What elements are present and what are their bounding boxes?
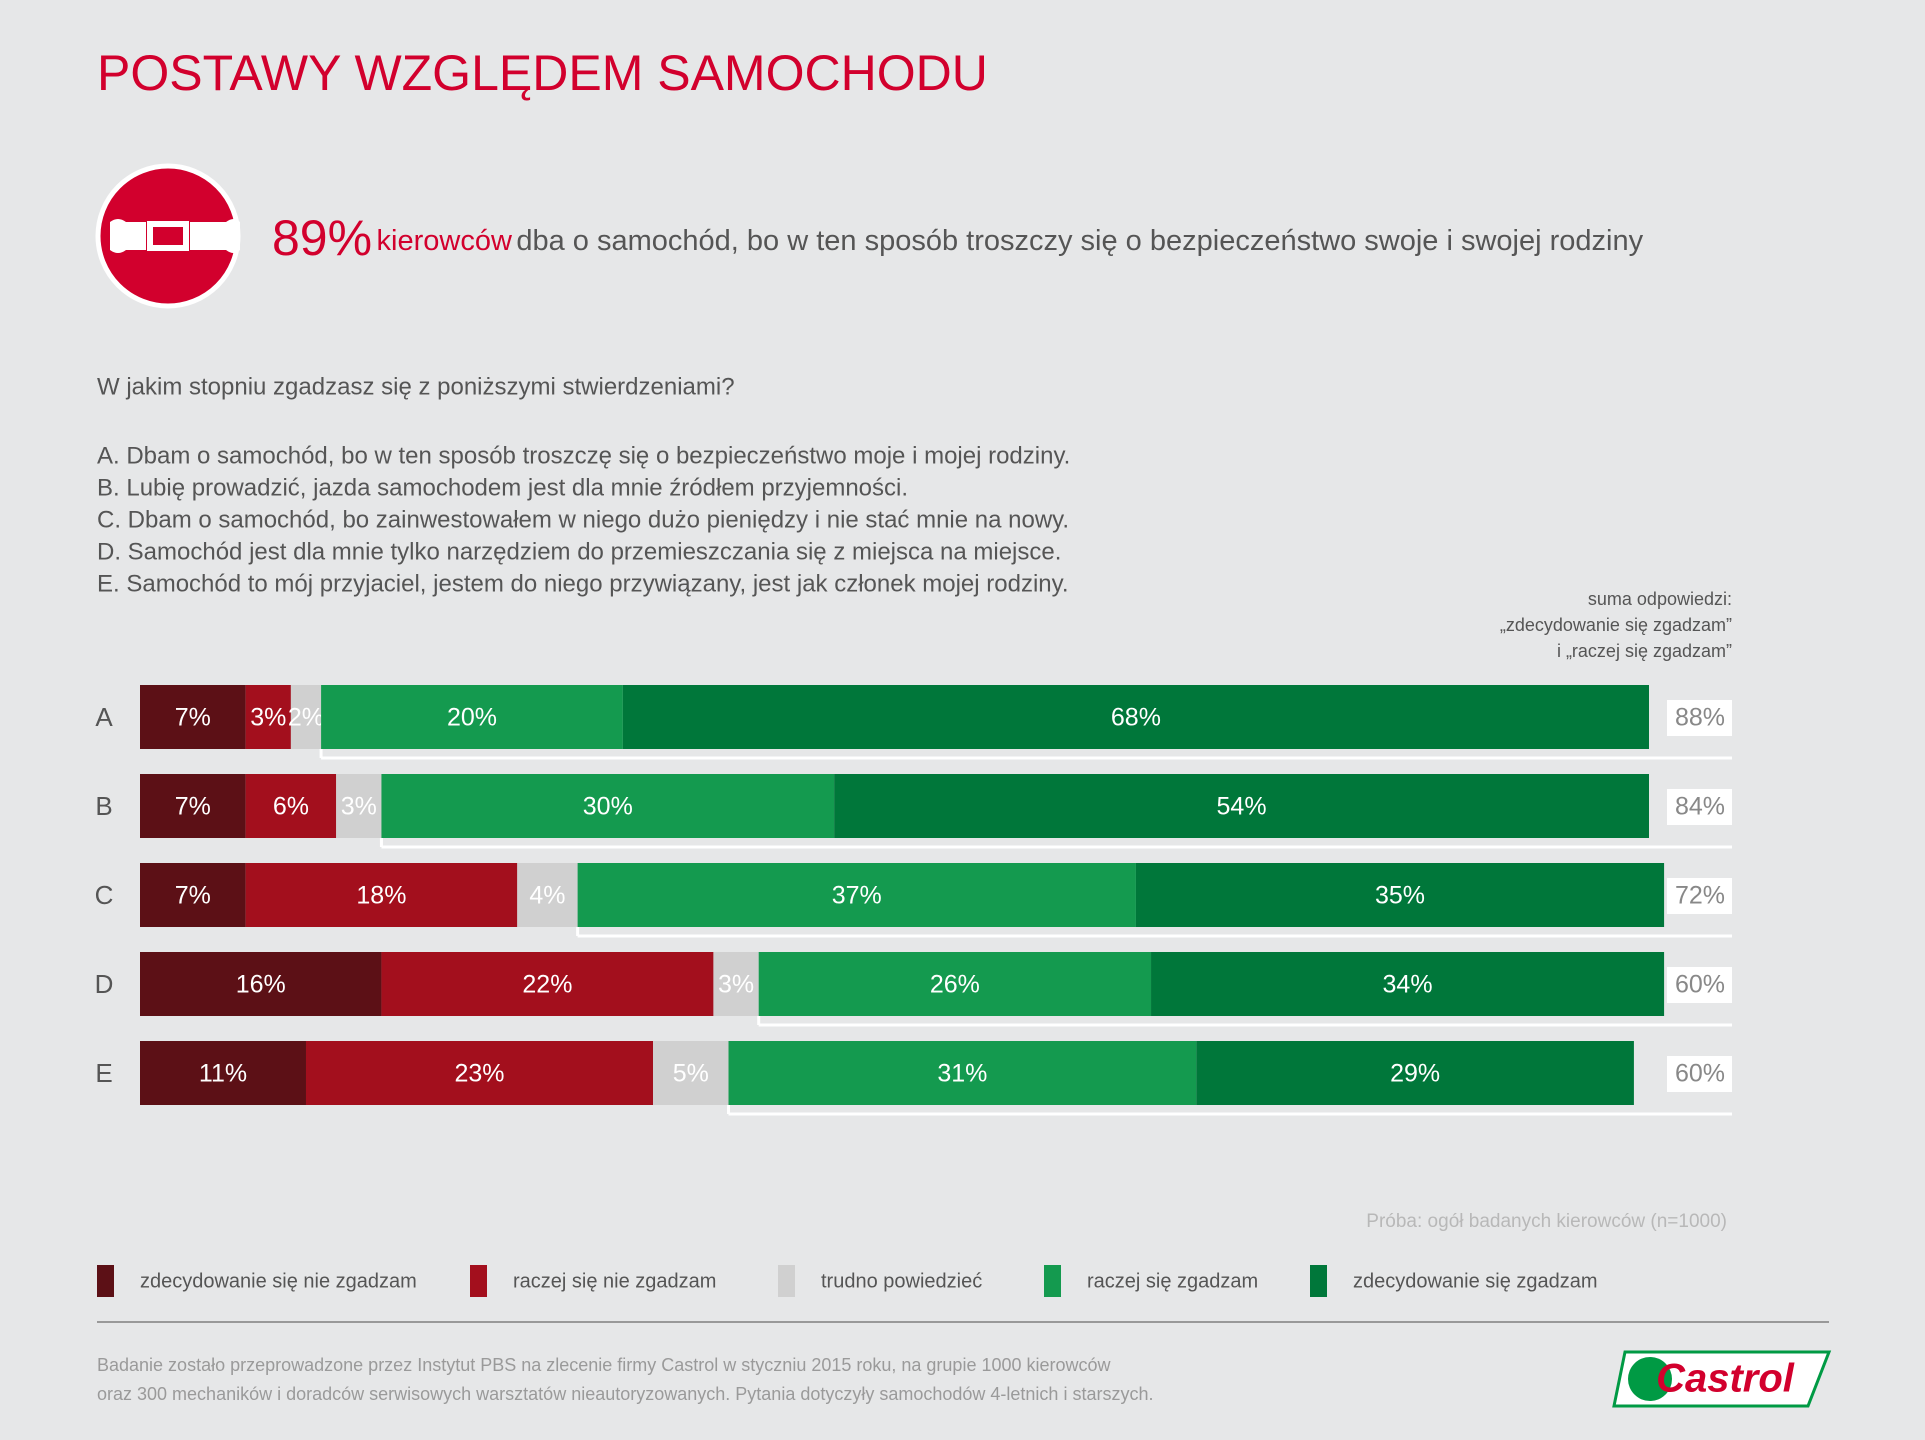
- bar-segment: [245, 863, 518, 927]
- value-label: 7%: [175, 704, 211, 732]
- value-label: 20%: [447, 704, 497, 732]
- legend-label: zdecydowanie się zgadzam: [1353, 1270, 1598, 1292]
- bar-segment: [245, 685, 291, 749]
- bar-segment: [1196, 1041, 1634, 1105]
- value-label: 3%: [250, 704, 286, 732]
- bar-segment: [728, 1041, 1197, 1105]
- bar-segment: [321, 685, 623, 749]
- bar-segment: [140, 685, 246, 749]
- total-box: [1667, 789, 1732, 825]
- value-label: 16%: [236, 971, 286, 999]
- category-label: E: [95, 1058, 112, 1088]
- logo-text: Castrol: [1656, 1357, 1795, 1401]
- bar-segment: [381, 774, 835, 838]
- category-label: A: [95, 702, 113, 732]
- value-label: 29%: [1390, 1060, 1440, 1088]
- statement: B. Lubię prowadzić, jazda samochodem jes…: [97, 474, 908, 501]
- bar-segment: [622, 685, 1649, 749]
- footnote-line: Badanie zostało przeprowadzone przez Ins…: [97, 1355, 1112, 1375]
- bar-segment: [305, 1041, 654, 1105]
- category-label: D: [95, 969, 114, 999]
- category-label: C: [95, 880, 114, 910]
- legend-swatch: [1310, 1265, 1327, 1297]
- value-label: 4%: [529, 882, 565, 910]
- headline-text: dba o samochód, bo w ten sposób troszczy…: [516, 225, 1643, 257]
- bar-segment: [577, 863, 1136, 927]
- value-label: 3%: [341, 793, 377, 821]
- title: POSTAWY WZGLĘDEM SAMOCHODU: [97, 45, 988, 101]
- value-label: 37%: [832, 882, 882, 910]
- chart: suma odpowiedzi: „zdecydowanie się zgadza…: [95, 589, 1732, 1297]
- bar-segment: [517, 863, 578, 927]
- value-label: 5%: [673, 1060, 709, 1088]
- headline-percent: 89%: [272, 210, 372, 266]
- statements: A. Dbam o samochód, bo w ten sposób tros…: [97, 442, 1070, 597]
- value-label: 54%: [1217, 793, 1267, 821]
- bar-segment: [140, 774, 246, 838]
- question: W jakim stopniu zgadzasz się z poniższym…: [97, 373, 735, 400]
- legend-swatch: [97, 1265, 114, 1297]
- value-label: 26%: [930, 971, 980, 999]
- value-label: 68%: [1111, 704, 1161, 732]
- bar-segment: [140, 952, 382, 1016]
- legend-swatch: [778, 1265, 795, 1297]
- footnote-line: oraz 300 mechaników i doradców serwisowy…: [97, 1384, 1153, 1404]
- legend-swatch: [1044, 1265, 1061, 1297]
- sample-note: Próba: ogół badanych kierowców (n=1000): [1366, 1211, 1727, 1232]
- value-label: 22%: [522, 971, 572, 999]
- logo: Castrol: [1612, 1350, 1832, 1408]
- footnote: Badanie zostało przeprowadzone przez Ins…: [97, 1355, 1153, 1404]
- legend-label: raczej się zgadzam: [1087, 1270, 1258, 1292]
- bar-segment: [1151, 952, 1665, 1016]
- total-box: [1667, 878, 1732, 914]
- totals-title: „zdecydowanie się zgadzam”: [1500, 615, 1732, 635]
- total-box: [1667, 967, 1732, 1003]
- bar-segment: [834, 774, 1649, 838]
- seatbelt-icon: [95, 163, 241, 309]
- value-label: 7%: [175, 793, 211, 821]
- bar-segment: [758, 952, 1152, 1016]
- bar-segment: [290, 685, 322, 749]
- value-label: 6%: [273, 793, 309, 821]
- value-label: 11%: [199, 1060, 247, 1088]
- bar-segment: [713, 952, 759, 1016]
- value-label: 35%: [1375, 882, 1425, 910]
- statement: D. Samochód jest dla mnie tylko narzędzi…: [97, 538, 1061, 565]
- value-label: 30%: [583, 793, 633, 821]
- value-label: 3%: [718, 971, 754, 999]
- bar-segment: [336, 774, 382, 838]
- total-label: 72%: [1675, 882, 1725, 910]
- headline: 89% kierowców dba o samochód, bo w ten s…: [272, 210, 1644, 266]
- total-label: 60%: [1675, 1060, 1725, 1088]
- value-label: 31%: [937, 1060, 987, 1088]
- bar-segment: [140, 1041, 306, 1105]
- totals-title: suma odpowiedzi:: [1588, 589, 1732, 609]
- value-label: 18%: [356, 882, 406, 910]
- headline-subject: kierowców: [377, 225, 513, 257]
- total-label: 60%: [1675, 971, 1725, 999]
- total-label: 84%: [1675, 793, 1725, 821]
- value-label: 34%: [1383, 971, 1433, 999]
- value-label: 2%: [288, 704, 324, 732]
- legend-label: zdecydowanie się nie zgadzam: [140, 1270, 417, 1292]
- statement: E. Samochód to mój przyjaciel, jestem do…: [97, 570, 1069, 597]
- legend-label: raczej się nie zgadzam: [513, 1270, 716, 1292]
- statement: C. Dbam o samochód, bo zainwestowałem w …: [97, 506, 1069, 533]
- legend-swatch: [470, 1265, 487, 1297]
- category-label: B: [95, 791, 112, 821]
- statement: A. Dbam o samochód, bo w ten sposób tros…: [97, 442, 1070, 469]
- bar-segment: [381, 952, 714, 1016]
- bar-segment: [140, 863, 246, 927]
- total-label: 88%: [1675, 704, 1725, 732]
- bar-segment: [1135, 863, 1665, 927]
- total-box: [1667, 700, 1732, 736]
- value-label: 23%: [455, 1060, 505, 1088]
- bar-segment: [653, 1041, 729, 1105]
- legend-label: trudno powiedzieć: [821, 1270, 982, 1292]
- totals-title: i „raczej się zgadzam”: [1557, 641, 1732, 661]
- total-box: [1667, 1056, 1732, 1092]
- value-label: 7%: [175, 882, 211, 910]
- bar-segment: [245, 774, 337, 838]
